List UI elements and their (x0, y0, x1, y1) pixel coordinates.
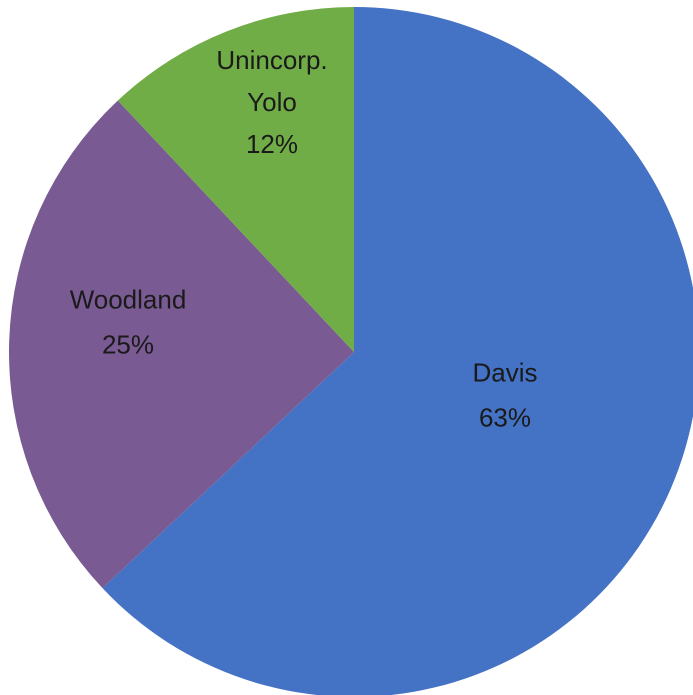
pie-category-label: Woodland (70, 285, 187, 315)
pie-category-label: Unincorp. (216, 45, 327, 75)
pie-label-davis: Davis 63% (472, 358, 537, 433)
pie-labels: Davis 63% Woodland 25% Unincorp. Yolo 12% (70, 45, 538, 433)
pie-value-label: 25% (102, 330, 154, 360)
pie-slice-unincorp-yolo (117, 7, 355, 352)
pie-label-unincorp-yolo: Unincorp. Yolo 12% (216, 45, 327, 159)
pie-value-label: 12% (246, 129, 298, 159)
pie-slices (9, 7, 693, 695)
pie-slice-woodland (9, 100, 354, 589)
pie-value-label: 63% (479, 403, 531, 433)
pie-category-label: Davis (472, 358, 537, 388)
pie-category-label: Yolo (247, 87, 297, 117)
pie-slice-davis (102, 7, 693, 695)
pie-label-woodland: Woodland 25% (70, 285, 187, 360)
